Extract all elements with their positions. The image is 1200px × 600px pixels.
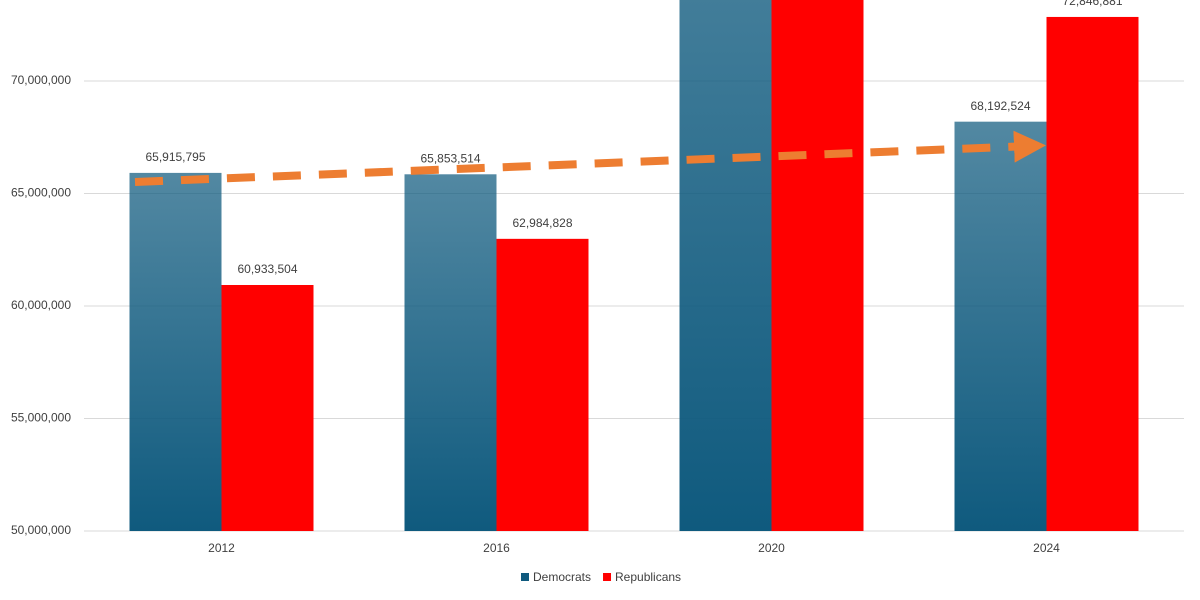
- data-label: 65,853,514: [420, 151, 480, 165]
- bar: [954, 121, 1047, 531]
- data-label: 62,984,828: [512, 216, 572, 230]
- bar: [129, 172, 222, 531]
- bar: [221, 284, 314, 531]
- legend-swatch: [521, 573, 529, 581]
- data-label: 60,933,504: [237, 262, 297, 276]
- y-tick-label: 65,000,000: [11, 186, 71, 200]
- labels: 50,000,000 55,000,000 60,000,000 65,000,000…: [11, 0, 1123, 584]
- y-tick-label: 60,000,000: [11, 298, 71, 312]
- x-tick-label: 2024: [1033, 541, 1060, 555]
- bars: [129, 0, 1139, 531]
- data-label: 72,846,881: [1062, 0, 1122, 8]
- bar: [496, 238, 589, 531]
- bar: [404, 174, 497, 531]
- y-tick-label: 70,000,000: [11, 73, 71, 87]
- bar: [1046, 16, 1139, 531]
- x-tick-label: 2020: [758, 541, 785, 555]
- legend-label: Democrats: [533, 570, 591, 584]
- data-label: 65,915,795: [145, 150, 205, 164]
- legend-label: Republicans: [615, 570, 681, 584]
- x-tick-label: 2012: [208, 541, 235, 555]
- data-label: 68,192,524: [970, 99, 1030, 113]
- legend-swatch: [603, 573, 612, 581]
- y-tick-label: 50,000,000: [11, 523, 71, 537]
- x-tick-label: 2016: [483, 541, 510, 555]
- y-tick-label: 55,000,000: [11, 411, 71, 425]
- bar: [771, 0, 864, 531]
- bar: [679, 0, 772, 531]
- trend-arrow: [134, 130, 1046, 186]
